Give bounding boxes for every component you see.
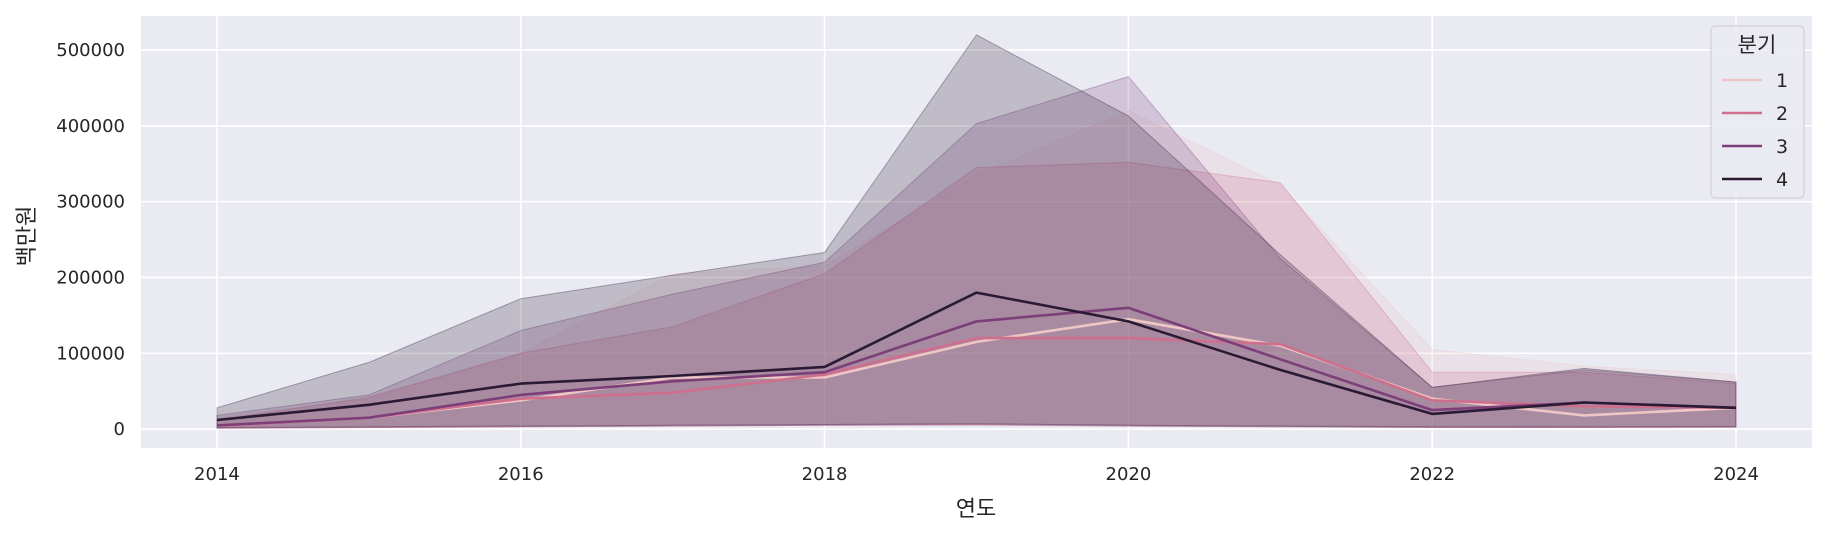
x-tick-label: 2020: [1106, 464, 1152, 485]
x-tick-label: 2014: [194, 464, 240, 485]
legend-label-3: 3: [1776, 136, 1788, 158]
confidence-band-series-2: [216, 161, 1737, 429]
confidence-band-series-3: [216, 76, 1737, 429]
legend-label-1: 1: [1776, 70, 1788, 92]
line-series-3: [216, 306, 1737, 427]
x-axis-title: 연도: [956, 497, 996, 522]
y-tick-label: 400000: [56, 116, 125, 137]
legend-items: 1 2 3 4: [1722, 70, 1788, 191]
x-tick-label: 2018: [802, 464, 848, 485]
x-axis-ticks: 2014 2016 2018 2020 2022 2024: [194, 464, 1759, 485]
y-tick-label: 500000: [56, 40, 125, 61]
legend-label-4: 4: [1776, 169, 1788, 191]
confidence-band-series-1: [216, 110, 1737, 429]
series-lines: [216, 291, 1737, 428]
y-axis-ticks: 0 100000 200000 300000 400000 500000: [56, 40, 125, 440]
legend-label-2: 2: [1776, 103, 1788, 125]
confidence-bands: [216, 34, 1737, 429]
x-tick-label: 2024: [1713, 464, 1759, 485]
y-tick-label: 300000: [56, 192, 125, 213]
confidence-band-series-4: [216, 34, 1737, 429]
grid-lines: [141, 16, 1812, 448]
legend: 분기 1 2 3 4: [1710, 25, 1805, 199]
y-tick-label: 0: [114, 419, 125, 440]
x-tick-label: 2016: [498, 464, 544, 485]
line-series-2: [216, 336, 1737, 428]
y-axis-title: 백만원: [15, 206, 40, 267]
y-tick-label: 100000: [56, 343, 125, 364]
legend-title: 분기: [1738, 33, 1777, 57]
x-tick-label: 2022: [1409, 464, 1455, 485]
y-tick-label: 200000: [56, 267, 125, 288]
line-series-4: [216, 291, 1737, 422]
plot-background: [141, 16, 1812, 448]
